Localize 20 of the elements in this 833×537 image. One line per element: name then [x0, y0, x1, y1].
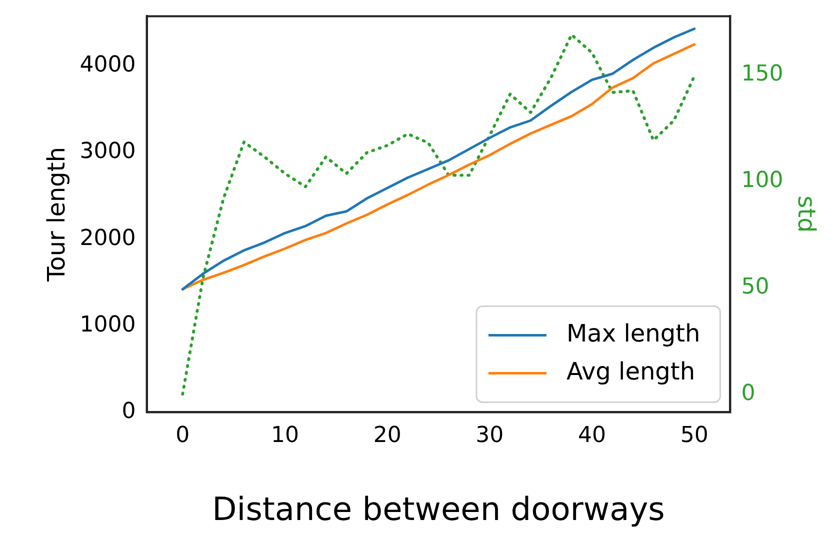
y2-tick-label: 150 [741, 61, 784, 86]
x-tick-label: 20 [373, 423, 402, 448]
y2-tick-label: 100 [741, 168, 784, 193]
y2-tick-label: 50 [741, 274, 770, 300]
x-tick-label: 50 [680, 423, 708, 448]
legend-label: Avg length [566, 357, 696, 386]
y-tick-label: 1000 [80, 312, 136, 338]
y-tick-label: 4000 [80, 52, 136, 78]
x-tick-label: 10 [270, 423, 299, 448]
y-axis-title: Tour length [42, 146, 71, 282]
legend-label: Max length [566, 319, 700, 348]
x-tick-label: 40 [578, 423, 606, 448]
x-axis-title: Distance between doorways [212, 490, 665, 528]
y2-axis-title: std [792, 196, 820, 233]
x-tick-label: 0 [176, 423, 190, 448]
x-tick-label: 30 [476, 423, 504, 448]
y2-tick-label: 0 [741, 380, 756, 406]
y-tick-label: 0 [122, 398, 136, 424]
y-tick-label: 2000 [80, 226, 136, 251]
y-tick-label: 3000 [80, 139, 136, 164]
